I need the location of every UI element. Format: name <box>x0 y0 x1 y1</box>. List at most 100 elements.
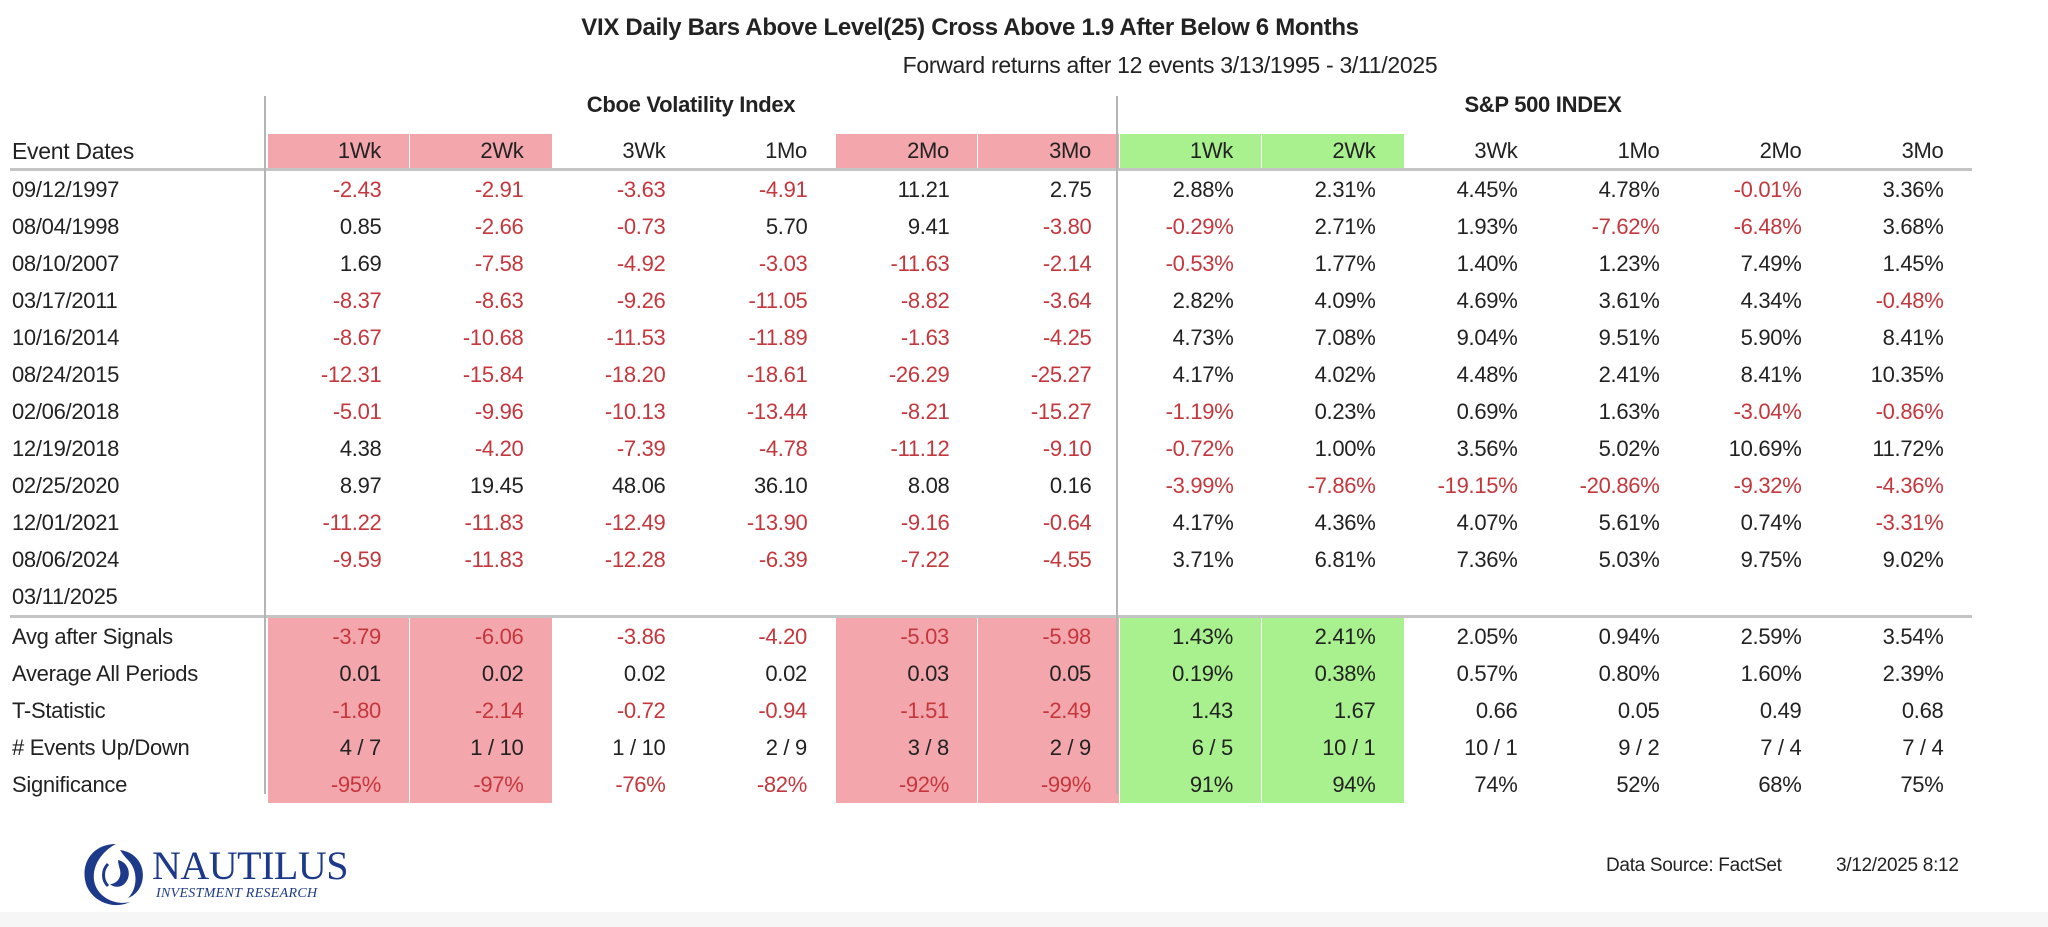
value-cell: 10.35% <box>1870 361 1944 387</box>
column-divider <box>264 96 266 794</box>
event-date: 08/06/2024 <box>12 546 120 572</box>
value-cell: -3.03 <box>758 250 808 276</box>
value-cell: -8.63 <box>474 287 524 313</box>
value-cell: 5.03% <box>1598 546 1660 572</box>
value-cell: 11.72% <box>1872 435 1944 461</box>
summary-cell: -5.98 <box>977 618 1120 655</box>
summary-cell: 0.80% <box>1598 660 1660 686</box>
value-cell: -0.48% <box>1875 287 1944 313</box>
value-cell: -12.49 <box>604 509 666 535</box>
summary-cell: 0.66 <box>1475 697 1518 723</box>
value-cell: 7.08% <box>1314 324 1376 350</box>
summary-row: Significance -95% -97% -76% -82% -92% -99% 91% 9… <box>10 766 1972 803</box>
value-cell: 9.51% <box>1598 324 1660 350</box>
value-cell: 2.75 <box>1049 176 1092 202</box>
summary-cell: 4 / 7 <box>267 729 410 766</box>
timestamp: 3/12/2025 8:12 <box>1836 855 1959 876</box>
column-divider <box>1116 96 1118 794</box>
summary-cell: 1.60% <box>1740 660 1802 686</box>
value-cell: 0.69% <box>1456 398 1518 424</box>
value-cell: 8.41% <box>1882 324 1944 350</box>
column-header: 2Mo <box>835 134 978 170</box>
value-cell: -12.31 <box>320 361 382 387</box>
section-header-spx: S&P 500 INDEX <box>1464 92 1622 117</box>
value-cell: 9.04% <box>1456 324 1518 350</box>
value-cell: -11.22 <box>322 509 382 535</box>
summary-cell: 1 / 10 <box>409 729 552 766</box>
value-cell: -4.25 <box>1042 324 1092 350</box>
value-cell: -8.37 <box>332 287 382 313</box>
value-cell: -11.05 <box>748 287 808 313</box>
summary-cell: 0.19% <box>1119 655 1262 692</box>
value-cell: 4.48% <box>1456 361 1518 387</box>
event-date: 08/04/1998 <box>12 213 120 239</box>
value-cell: -18.61 <box>746 361 808 387</box>
value-cell: 1.63% <box>1598 398 1660 424</box>
value-cell: 4.34% <box>1740 287 1802 313</box>
value-cell: 0.85 <box>339 213 382 239</box>
summary-cell: 0.57% <box>1456 660 1518 686</box>
value-cell: -10.68 <box>462 324 524 350</box>
summary-cell: 3 / 8 <box>835 729 978 766</box>
value-cell: 4.17% <box>1172 509 1234 535</box>
summary-cell: -5.03 <box>835 618 978 655</box>
value-cell: -7.86% <box>1307 472 1376 498</box>
value-cell <box>1120 578 1262 617</box>
column-header: 1Wk <box>267 134 410 170</box>
value-cell: 2.88% <box>1172 176 1234 202</box>
value-cell: -12.28 <box>604 546 666 572</box>
event-date: 12/19/2018 <box>12 435 120 461</box>
value-cell: -4.55 <box>1042 546 1092 572</box>
summary-cell: 0.01 <box>267 655 410 692</box>
value-cell: 0.16 <box>1049 472 1092 498</box>
report-title: VIX Daily Bars Above Level(25) Cross Abo… <box>581 14 1359 41</box>
value-cell <box>1688 578 1830 617</box>
table-row: 12/01/2021 -11.22 -11.83 -12.49 -13.90 -9.16 -… <box>10 504 1972 541</box>
value-cell: -0.01% <box>1733 176 1802 202</box>
logo-tagline: INVESTMENT RESEARCH <box>156 886 318 901</box>
table-row: 03/11/2025 <box>10 578 1972 617</box>
table-row: 08/06/2024 -9.59 -11.83 -12.28 -6.39 -7.22 -4.… <box>10 541 1972 578</box>
value-cell: 4.45% <box>1456 176 1518 202</box>
summary-row: Average All Periods 0.01 0.02 0.02 0.02 0.03 0… <box>10 655 1972 692</box>
value-cell: -2.66 <box>474 213 524 239</box>
value-cell: 4.17% <box>1172 361 1234 387</box>
summary-cell: 0.68 <box>1901 697 1944 723</box>
summary-cell: -6.06 <box>409 618 552 655</box>
section-header-vix: Cboe Volatility Index <box>586 92 796 117</box>
value-cell: 1.69 <box>339 250 382 276</box>
summary-cell: 0.03 <box>835 655 978 692</box>
value-cell: -11.83 <box>464 509 524 535</box>
summary-cell: -3.79 <box>267 618 410 655</box>
value-cell: 8.97 <box>339 472 382 498</box>
value-cell: -11.53 <box>606 324 666 350</box>
value-cell: -1.19% <box>1165 398 1234 424</box>
value-cell: 4.73% <box>1172 324 1234 350</box>
summary-cell: 2 / 9 <box>765 734 808 760</box>
event-date: 08/10/2007 <box>12 250 120 276</box>
value-cell <box>1546 578 1688 617</box>
summary-cell: -82% <box>756 771 807 797</box>
value-cell: -4.92 <box>616 250 666 276</box>
summary-cell: 2.59% <box>1740 623 1802 649</box>
summary-cell: 0.38% <box>1261 655 1404 692</box>
value-cell: -0.29% <box>1165 213 1234 239</box>
summary-cell: -0.72 <box>616 697 666 723</box>
value-cell: 5.90% <box>1740 324 1802 350</box>
footer-strip <box>0 912 2048 927</box>
value-cell: -18.20 <box>604 361 666 387</box>
summary-cell: 7 / 4 <box>1760 734 1802 760</box>
summary-cell: 91% <box>1119 766 1262 803</box>
summary-cell: 0.94% <box>1598 623 1660 649</box>
summary-cell: 68% <box>1758 771 1802 797</box>
event-date: 09/12/1997 <box>12 176 120 202</box>
summary-cell: 0.49 <box>1759 697 1802 723</box>
value-cell: 1.45% <box>1882 250 1944 276</box>
value-cell: -8.21 <box>900 398 950 424</box>
logo-name: NAUTILUS <box>152 843 348 888</box>
value-cell: -6.48% <box>1733 213 1802 239</box>
value-cell: 36.10 <box>753 472 808 498</box>
column-header: 1Wk <box>1119 134 1262 170</box>
value-cell: -9.26 <box>616 287 666 313</box>
value-cell: 10.69% <box>1728 435 1802 461</box>
